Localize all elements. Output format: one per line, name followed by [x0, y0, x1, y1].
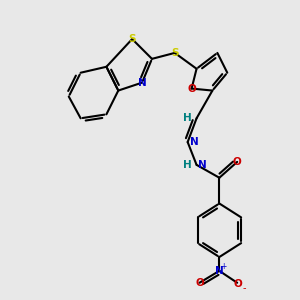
Text: O: O: [187, 84, 196, 94]
Text: N: N: [190, 137, 199, 147]
Text: H: H: [183, 160, 192, 170]
Text: N: N: [198, 160, 207, 170]
Text: H: H: [183, 113, 192, 123]
Text: +: +: [220, 262, 226, 272]
Text: -: -: [242, 283, 246, 293]
Text: O: O: [233, 157, 242, 167]
Text: S: S: [171, 48, 178, 58]
Text: N: N: [215, 266, 224, 276]
Text: O: O: [234, 279, 243, 289]
Text: S: S: [128, 34, 136, 44]
Text: O: O: [195, 278, 204, 288]
Text: N: N: [138, 78, 146, 88]
